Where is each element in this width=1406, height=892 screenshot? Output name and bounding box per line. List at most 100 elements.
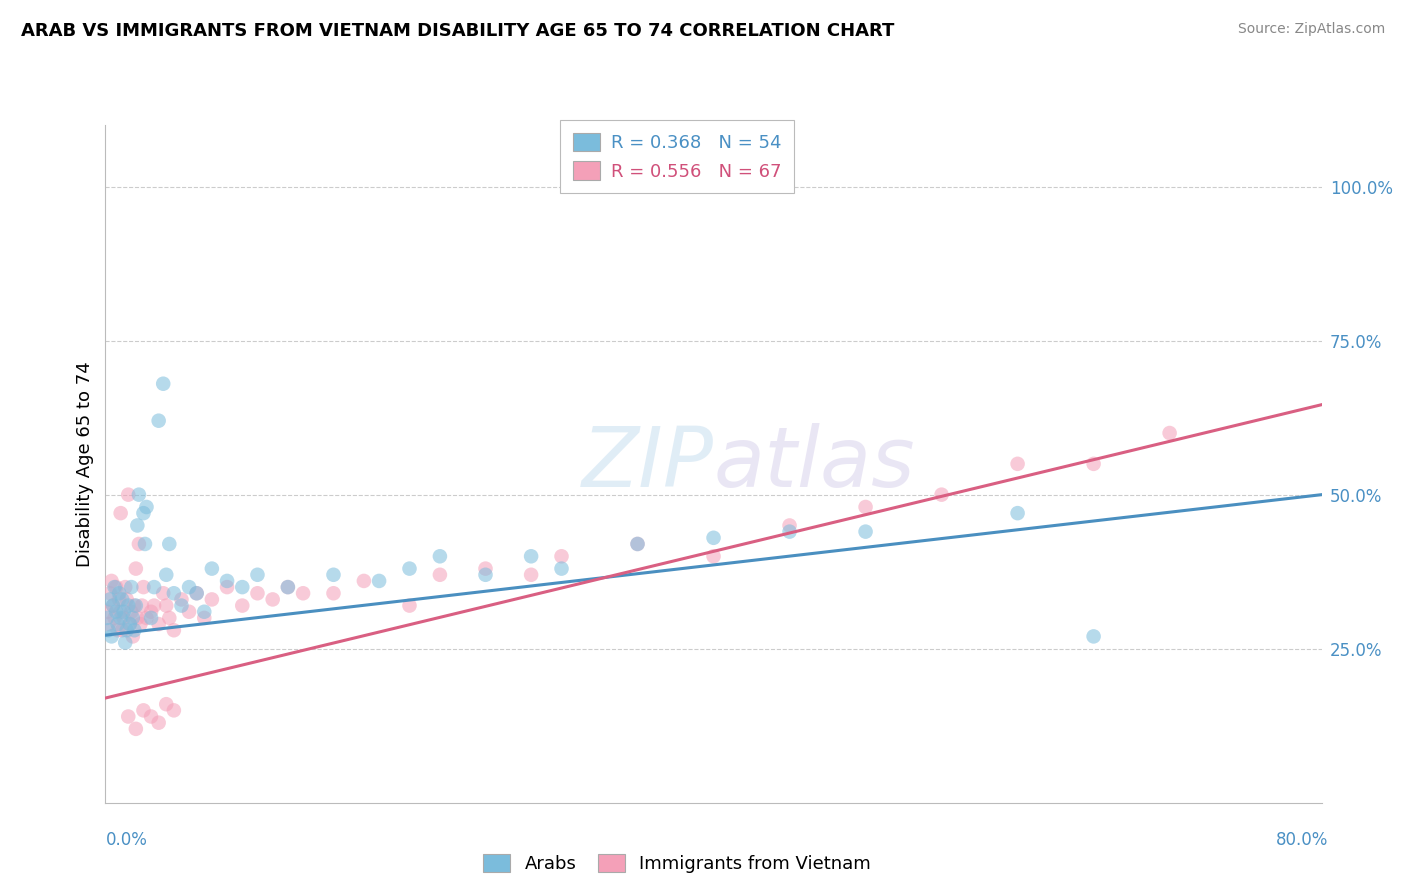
Point: [520, 567, 543, 582]
Point: [118, 617, 141, 632]
Point: [100, 574, 122, 588]
Point: [101, 599, 124, 613]
Point: [115, 624, 138, 638]
Text: ZIP: ZIP: [582, 424, 713, 504]
Point: [128, 488, 150, 502]
Point: [117, 709, 139, 723]
Point: [855, 500, 877, 514]
Point: [127, 518, 149, 533]
Point: [322, 586, 344, 600]
Point: [1159, 425, 1181, 440]
Point: [112, 611, 135, 625]
Point: [125, 722, 148, 736]
Point: [474, 561, 496, 575]
Point: [110, 605, 132, 619]
Point: [186, 586, 208, 600]
Point: [1083, 629, 1105, 643]
Point: [177, 605, 200, 619]
Point: [103, 580, 125, 594]
Point: [217, 574, 239, 588]
Text: Source: ZipAtlas.com: Source: ZipAtlas.com: [1237, 22, 1385, 37]
Point: [163, 586, 186, 600]
Point: [97, 624, 120, 638]
Text: 80.0%: 80.0%: [1277, 831, 1329, 849]
Point: [152, 376, 174, 391]
Point: [931, 488, 953, 502]
Point: [132, 703, 155, 717]
Point: [702, 531, 725, 545]
Point: [117, 488, 139, 502]
Point: [201, 592, 224, 607]
Point: [163, 624, 186, 638]
Point: [100, 629, 122, 643]
Point: [124, 624, 146, 638]
Point: [1007, 457, 1029, 471]
Point: [429, 567, 451, 582]
Point: [157, 537, 180, 551]
Point: [217, 580, 239, 594]
Point: [292, 586, 315, 600]
Point: [114, 580, 136, 594]
Point: [125, 599, 148, 613]
Point: [128, 537, 150, 551]
Point: [177, 580, 200, 594]
Point: [626, 537, 648, 551]
Point: [129, 617, 152, 632]
Point: [152, 586, 174, 600]
Legend: Arabs, Immigrants from Vietnam: Arabs, Immigrants from Vietnam: [474, 845, 880, 882]
Point: [277, 580, 299, 594]
Point: [96, 605, 118, 619]
Point: [105, 580, 128, 594]
Point: [779, 518, 801, 533]
Point: [98, 592, 121, 607]
Point: [97, 617, 120, 632]
Text: atlas: atlas: [713, 424, 915, 504]
Point: [107, 617, 129, 632]
Text: ARAB VS IMMIGRANTS FROM VIETNAM DISABILITY AGE 65 TO 74 CORRELATION CHART: ARAB VS IMMIGRANTS FROM VIETNAM DISABILI…: [21, 22, 894, 40]
Point: [779, 524, 801, 539]
Point: [231, 580, 253, 594]
Point: [193, 605, 215, 619]
Point: [107, 624, 129, 638]
Point: [550, 561, 572, 575]
Point: [277, 580, 299, 594]
Point: [108, 592, 131, 607]
Point: [98, 586, 121, 600]
Point: [139, 605, 162, 619]
Point: [520, 549, 543, 564]
Point: [121, 629, 143, 643]
Point: [103, 611, 125, 625]
Point: [1007, 506, 1029, 520]
Point: [101, 599, 124, 613]
Point: [143, 599, 166, 613]
Y-axis label: Disability Age 65 to 74: Disability Age 65 to 74: [76, 361, 94, 566]
Point: [170, 592, 193, 607]
Point: [262, 592, 284, 607]
Point: [193, 611, 215, 625]
Point: [155, 599, 177, 613]
Point: [139, 611, 162, 625]
Text: 0.0%: 0.0%: [105, 831, 148, 849]
Point: [115, 592, 138, 607]
Point: [110, 611, 132, 625]
Point: [134, 537, 156, 551]
Point: [117, 599, 139, 613]
Point: [135, 611, 157, 625]
Point: [118, 617, 141, 632]
Point: [120, 580, 142, 594]
Point: [474, 567, 496, 582]
Point: [322, 567, 344, 582]
Point: [155, 567, 177, 582]
Point: [429, 549, 451, 564]
Point: [112, 605, 135, 619]
Point: [114, 635, 136, 649]
Point: [398, 561, 420, 575]
Point: [131, 599, 153, 613]
Point: [105, 605, 128, 619]
Point: [155, 697, 177, 711]
Point: [125, 561, 148, 575]
Point: [139, 709, 162, 723]
Point: [121, 611, 143, 625]
Point: [201, 561, 224, 575]
Point: [1083, 457, 1105, 471]
